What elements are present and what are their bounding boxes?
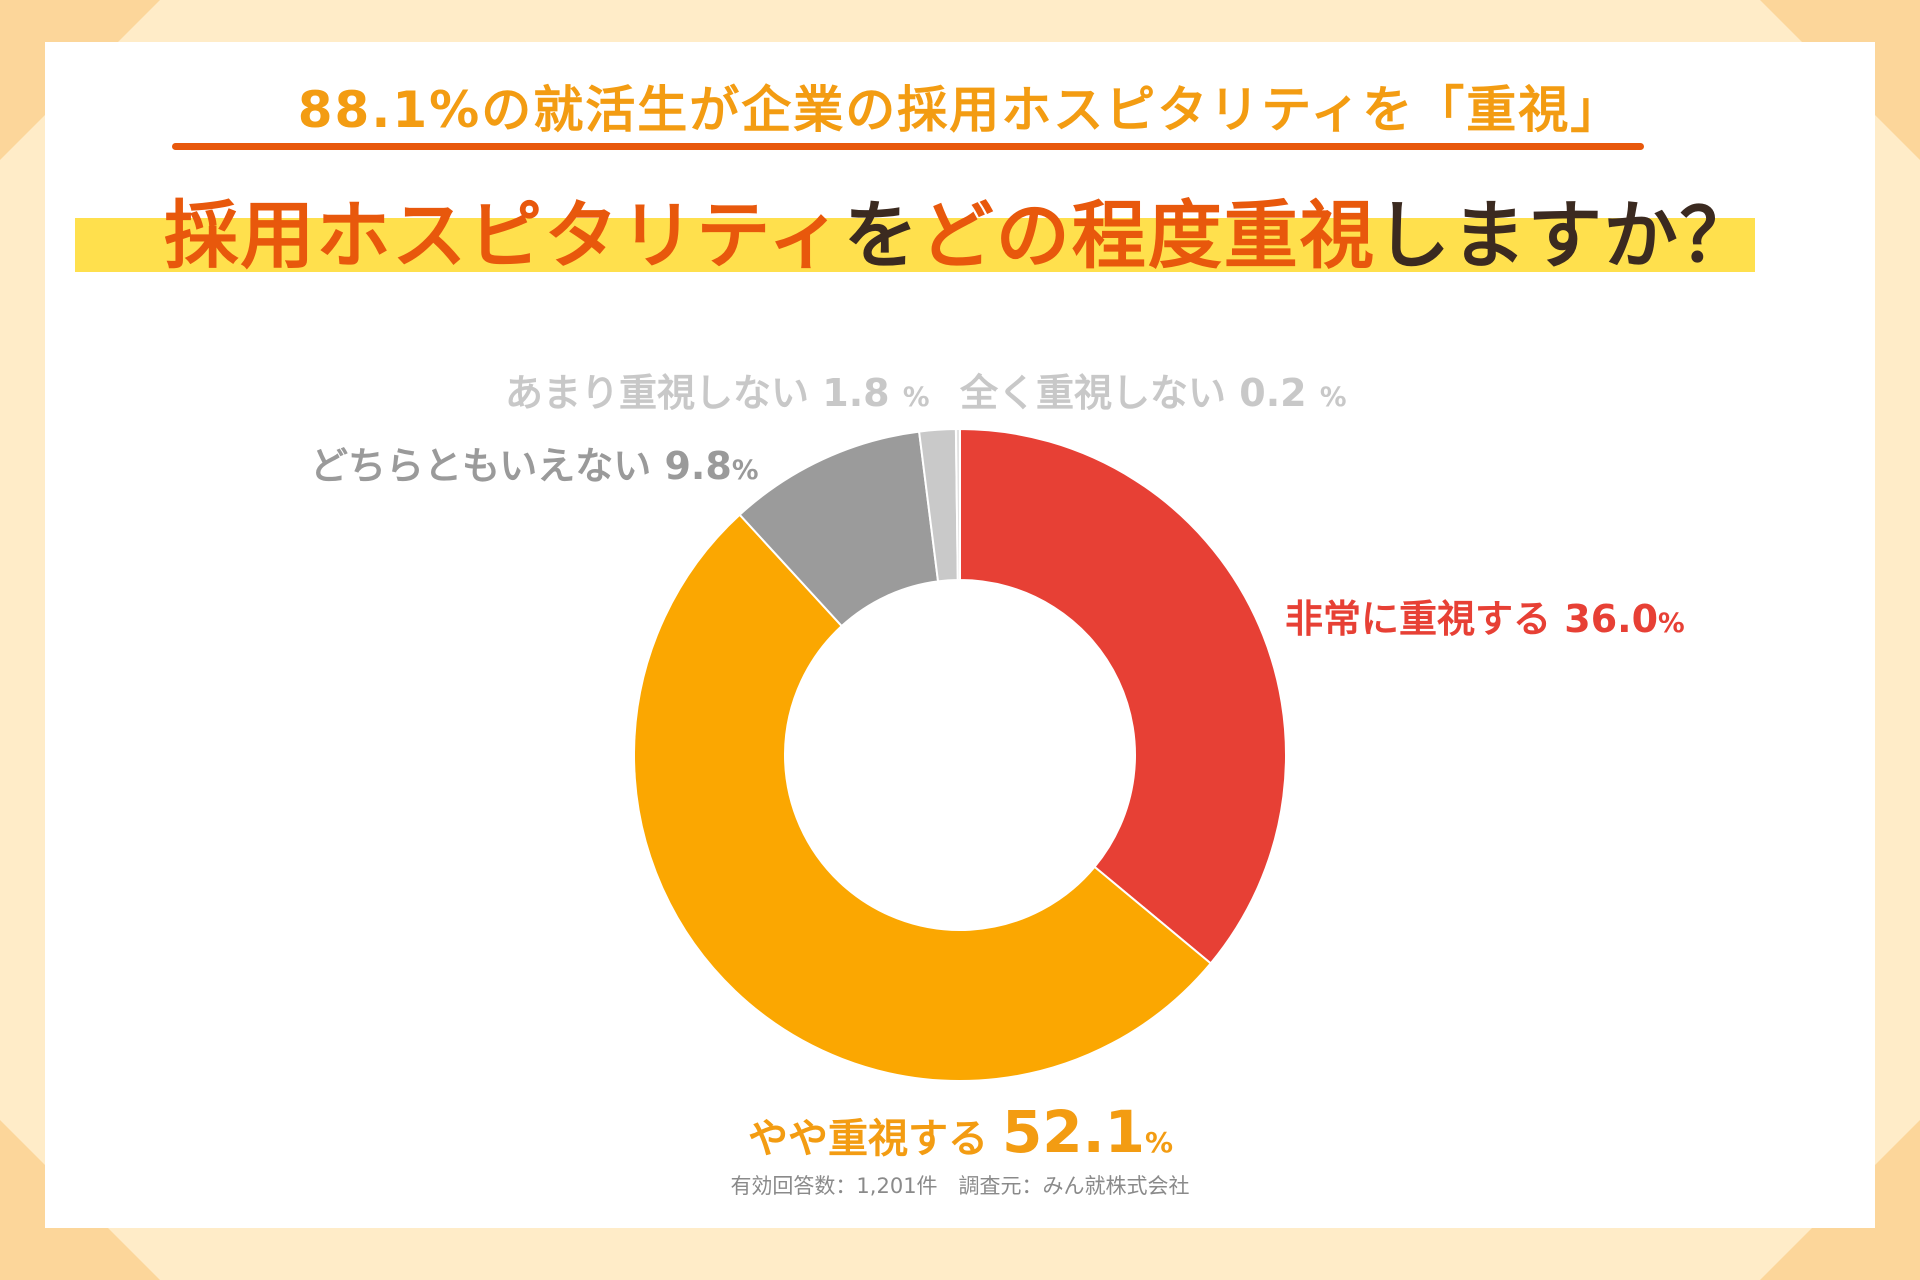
label-very-important: 非常に重視する 36.0% xyxy=(1285,588,1685,643)
question-part-2: を xyxy=(843,193,920,279)
label-very-important-text: 非常に重視する xyxy=(1285,597,1552,641)
slice-very-important xyxy=(959,427,1287,965)
survey-footnote: 有効回答数：1,201件 調査元：みん就株式会社 xyxy=(730,1174,1190,1198)
question-part-4: しますか？ xyxy=(1375,193,1756,279)
label-not-important-at-all-value: 0.2 xyxy=(1239,371,1307,415)
label-not-very-important-text: あまり重視しない xyxy=(505,371,810,415)
label-neutral-unit: % xyxy=(731,455,759,486)
label-somewhat-important-text: やや重視する xyxy=(748,1116,988,1162)
label-not-important-at-all-unit: % xyxy=(1319,382,1347,413)
label-not-important-at-all: 全く重視しない 0.2 % xyxy=(960,362,1346,417)
question-highlight-band xyxy=(75,218,1755,272)
headline: 88.1%の就活生が企業の採用ホスピタリティを「重視」 xyxy=(297,81,1623,139)
label-neutral: どちらともいえない 9.8% xyxy=(310,435,758,490)
label-somewhat-important: やや重視する 52.1% xyxy=(748,1098,1173,1166)
label-neutral-value: 9.8 xyxy=(664,444,732,488)
label-somewhat-important-value: 52.1 xyxy=(1001,1098,1146,1166)
headline-underline xyxy=(172,143,1644,150)
question-title: 採用ホスピタリティをどの程度重視しますか？ xyxy=(0,176,1920,283)
label-not-important-at-all-text: 全く重視しない xyxy=(960,371,1227,415)
slice-somewhat-important xyxy=(633,513,1213,1082)
label-neutral-text: どちらともいえない xyxy=(310,444,652,488)
label-somewhat-important-unit: % xyxy=(1145,1126,1174,1159)
label-not-very-important-value: 1.8 xyxy=(822,371,890,415)
label-very-important-unit: % xyxy=(1658,608,1685,639)
question-part-3: どの程度重視 xyxy=(919,193,1376,279)
label-not-very-important: あまり重視しない 1.8 % xyxy=(505,362,929,417)
question-part-1: 採用ホスピタリティ xyxy=(164,193,844,279)
slice-not-important-at-all xyxy=(954,427,961,582)
label-not-very-important-unit: % xyxy=(902,382,930,413)
label-very-important-value: 36.0 xyxy=(1564,597,1659,641)
